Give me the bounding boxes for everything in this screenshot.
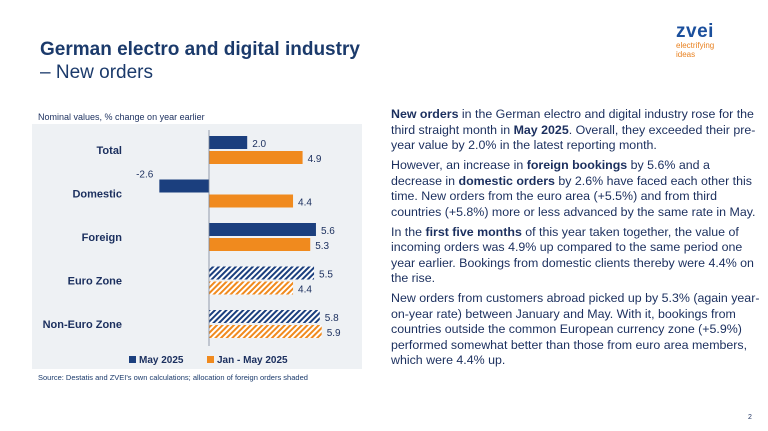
bar <box>209 136 248 149</box>
legend-swatch <box>129 356 136 363</box>
data-label: 5.8 <box>325 313 339 324</box>
chart-source: Source: Destatis and ZVEI's own calculat… <box>38 373 308 382</box>
body-text: in the German electro and digital indust… <box>391 107 754 137</box>
bar <box>209 266 315 280</box>
body-text: . Overall, they exceeded their pre-year … <box>391 122 756 153</box>
logo-tagline-2: ideas <box>676 49 696 59</box>
commentary: New orders in the German electro and dig… <box>391 107 763 373</box>
bar-chart: Total 2.0 4.9 Domestic -2.6 4.4 Foreign 5.6 5.3 E… <box>43 130 341 366</box>
bar <box>209 281 294 295</box>
body-text: In the <box>391 224 426 239</box>
category-label: Non-Euro Zone <box>43 319 122 331</box>
data-label: 4.4 <box>298 285 312 296</box>
data-label: 4.9 <box>308 154 322 165</box>
paragraph-2: However, an increase in foreign bookings… <box>391 158 763 220</box>
category-label: Foreign <box>82 232 123 244</box>
data-label: 5.3 <box>315 241 329 252</box>
bar <box>209 223 316 236</box>
title-block: German electro and digital industry – Ne… <box>40 38 560 84</box>
chart-panel: Total 2.0 4.9 Domestic -2.6 4.4 Foreign 5.6 5.3 E… <box>32 124 362 369</box>
body-text: New orders from customers abroad picked … <box>391 291 760 367</box>
category-label: Euro Zone <box>68 276 122 288</box>
page-title: German electro and digital industry <box>40 39 360 60</box>
bar <box>209 194 294 208</box>
data-label: 2.0 <box>252 139 266 150</box>
category-label: Domestic <box>72 189 122 201</box>
paragraph-1: New orders in the German electro and dig… <box>391 107 763 154</box>
zvei-logo: zvei electrifying ideas <box>676 22 746 59</box>
bar <box>209 310 320 323</box>
data-label: 5.9 <box>327 328 341 339</box>
paragraph-3: In the first five months of this year ta… <box>391 225 763 287</box>
body-text: by 2.6% have faced each other this time.… <box>391 173 756 219</box>
data-label: 4.4 <box>298 198 312 209</box>
emphasis-text: first five months <box>425 224 522 239</box>
body-text: However, an increase in <box>391 158 527 172</box>
page-subtitle: – New orders <box>40 62 153 83</box>
emphasis-text: foreign bookings <box>526 158 628 172</box>
logo-tagline-1: electrifying <box>676 41 715 50</box>
bar <box>159 179 209 193</box>
data-label: 5.6 <box>321 226 335 237</box>
bar <box>209 151 303 164</box>
emphasis-text: New orders <box>391 107 459 121</box>
emphasis-text: domestic orders <box>458 173 555 188</box>
body-text: by 5.6% and a decrease in <box>391 158 710 188</box>
category-label: Total <box>97 145 122 157</box>
legend-label: Jan - May 2025 <box>217 355 288 366</box>
data-label: -2.6 <box>136 170 154 181</box>
legend-swatch <box>207 356 214 363</box>
legend-label: May 2025 <box>139 355 184 366</box>
bar <box>209 325 322 338</box>
page-number: 2 <box>748 414 752 421</box>
body-text: of this year taken together, the value o… <box>391 224 754 286</box>
logo-word: zvei <box>676 21 714 42</box>
emphasis-text: May 2025 <box>513 122 569 137</box>
paragraph-4: New orders from customers abroad picked … <box>391 291 763 369</box>
data-label: 5.5 <box>319 270 333 281</box>
chart-subtitle: Nominal values, % change on year earlier <box>38 112 205 122</box>
bar <box>209 238 311 251</box>
